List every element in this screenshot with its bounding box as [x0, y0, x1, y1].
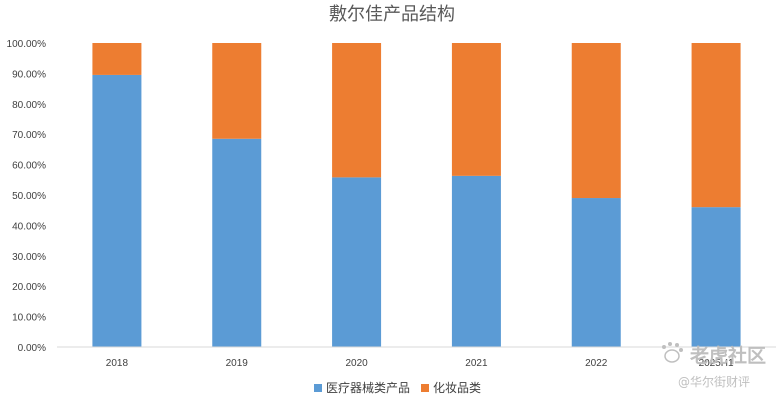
bar-segment-medical — [451, 175, 501, 347]
legend-swatch-cosmetics — [421, 384, 429, 392]
watermark-main-text: 老虎社区 — [690, 344, 766, 367]
bars-group — [92, 43, 741, 348]
legend: 医疗器械类产品 化妆品类 — [314, 380, 481, 395]
legend-swatch-medical — [314, 384, 322, 392]
y-tick-label: 10.00% — [12, 313, 46, 324]
y-tick-label: 80.00% — [12, 100, 46, 111]
y-tick-label: 30.00% — [12, 252, 46, 263]
bar-segment-cosmetics — [571, 43, 621, 199]
bar-segment-cosmetics — [92, 43, 142, 75]
x-tick-label: 2019 — [226, 358, 249, 369]
watermark: 老虎社区 @华尔街财评 — [662, 342, 766, 389]
y-tick-label: 90.00% — [12, 69, 46, 80]
y-tick-label: 100.00% — [7, 39, 47, 50]
y-tick-label: 20.00% — [12, 282, 46, 293]
bar-segment-medical — [691, 207, 741, 347]
y-tick-label: 60.00% — [12, 161, 46, 172]
bar-segment-cosmetics — [451, 43, 501, 176]
x-axis: 2018 2019 2020 2021 2022 2025H1 — [106, 358, 734, 369]
y-tick-label: 0.00% — [18, 343, 46, 354]
bar-segment-medical — [92, 74, 142, 348]
paw-logo-icon — [662, 342, 683, 363]
watermark-sub-text: @华尔街财评 — [678, 374, 750, 389]
x-tick-label: 2022 — [585, 358, 608, 369]
bar-segment-medical — [571, 198, 621, 347]
y-tick-label: 40.00% — [12, 221, 46, 232]
bar-segment-medical — [212, 138, 262, 347]
x-tick-label: 2020 — [345, 358, 368, 369]
x-tick-label: 2018 — [106, 358, 129, 369]
x-tick-label: 2021 — [465, 358, 488, 369]
legend-label-cosmetics: 化妆品类 — [433, 381, 481, 395]
y-tick-label: 50.00% — [12, 191, 46, 202]
bar-segment-cosmetics — [691, 43, 741, 208]
x-tick-label: 2025H1 — [699, 358, 734, 369]
bar-segment-cosmetics — [212, 43, 262, 139]
y-axis: 0.00% 10.00% 20.00% 30.00% 40.00% 50.00% 60.00… — [7, 39, 47, 354]
bar-segment-cosmetics — [332, 43, 382, 178]
bar-segment-medical — [332, 177, 382, 347]
y-tick-label: 70.00% — [12, 130, 46, 141]
legend-label-medical: 医疗器械类产品 — [326, 380, 410, 395]
chart-title: 敷尔佳产品结构 — [329, 4, 455, 25]
